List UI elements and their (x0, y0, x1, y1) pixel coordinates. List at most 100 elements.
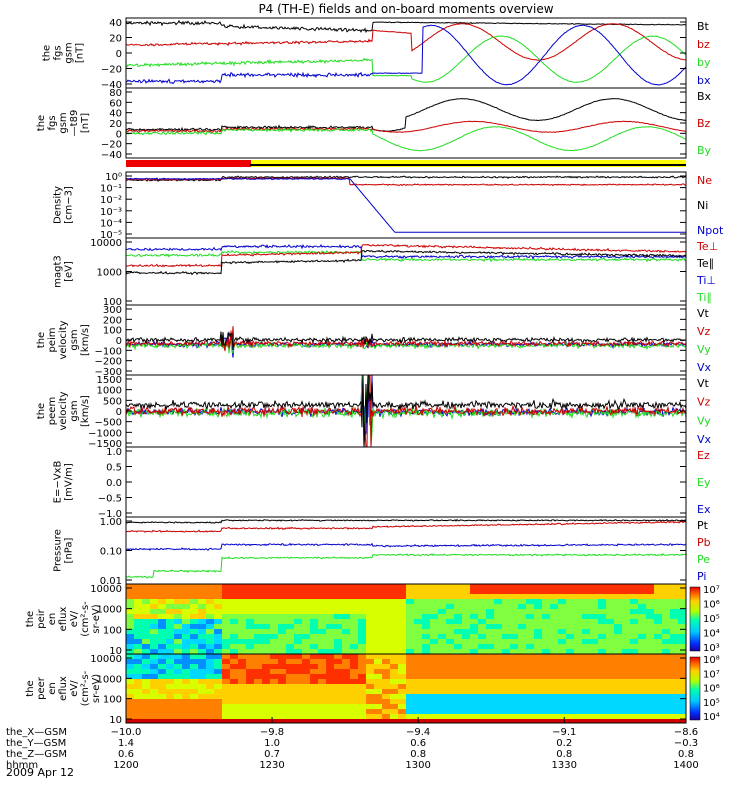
spec-cell (622, 609, 630, 614)
spec-cell (430, 654, 438, 659)
spec-cell (622, 684, 630, 689)
spec-cell (190, 674, 198, 679)
ylabel-fgs_gsm_t89-2: gsm (58, 112, 69, 133)
spec-cell (262, 609, 270, 614)
spec-cell (326, 634, 334, 639)
spec-cell (318, 664, 326, 669)
spec-cell (278, 689, 286, 694)
spec-cell (566, 654, 574, 659)
spec-cell (486, 674, 494, 679)
spec-cell (126, 639, 134, 644)
spec-cell (654, 654, 662, 659)
spec-cell (606, 614, 614, 619)
spec-cell (582, 699, 590, 704)
spec-cell (558, 589, 566, 594)
spec-cell (558, 679, 566, 684)
spec-cell (398, 634, 406, 639)
spec-cell (334, 684, 342, 689)
spec-cell (142, 704, 150, 709)
spec-cell (582, 614, 590, 619)
spec-cell (518, 604, 526, 609)
spec-cell (566, 639, 574, 644)
spec-cell (526, 629, 534, 634)
spec-cell (558, 664, 566, 669)
spec-cell (574, 634, 582, 639)
spec-cell (366, 659, 374, 664)
spec-cell (326, 694, 334, 699)
spec-cell (566, 594, 574, 599)
spec-cell (198, 664, 206, 669)
spec-cell (438, 664, 446, 669)
spec-cell (598, 619, 606, 624)
spec-cell (206, 664, 214, 669)
spec-cell (646, 604, 654, 609)
spec-cell (134, 684, 142, 689)
spec-cell (454, 599, 462, 604)
spec-cell (478, 694, 486, 699)
spec-cell (662, 669, 670, 674)
spec-cell (582, 629, 590, 634)
spec-cell (646, 644, 654, 649)
spec-cell (542, 589, 550, 594)
spec-cell (262, 589, 270, 594)
spec-cell (302, 599, 310, 604)
spec-cell (470, 639, 478, 644)
spec-cell (598, 609, 606, 614)
spec-cell (510, 584, 518, 589)
spec-cell (422, 624, 430, 629)
spec-cell (166, 664, 174, 669)
spec-cell (390, 634, 398, 639)
spec-cell (126, 709, 134, 714)
spec-cell (158, 604, 166, 609)
spec-cell (614, 689, 622, 694)
spec-cell (446, 589, 454, 594)
spec-cell (486, 619, 494, 624)
spec-cell (494, 629, 502, 634)
spec-cell (382, 719, 390, 723)
spec-cell (166, 619, 174, 624)
spec-cell (262, 624, 270, 629)
spec-cell (526, 659, 534, 664)
spec-cell (614, 719, 622, 723)
spec-cell (438, 584, 446, 589)
spec-cell (662, 694, 670, 699)
spec-cell (502, 699, 510, 704)
spec-cell (622, 664, 630, 669)
spec-cell (334, 639, 342, 644)
spec-cell (302, 659, 310, 664)
spec-cell (526, 654, 534, 659)
spec-cell (326, 709, 334, 714)
spec-cell (670, 659, 678, 664)
spec-cell (422, 704, 430, 709)
spec-cell (662, 709, 670, 714)
spec-cell (182, 659, 190, 664)
spec-cell (662, 599, 670, 604)
spec-cell (662, 619, 670, 624)
spec-cell (622, 704, 630, 709)
spec-cell (598, 629, 606, 634)
spec-cell (654, 629, 662, 634)
legend-vi-Vt: Vt (697, 307, 710, 320)
spec-cell (534, 589, 542, 594)
spec-cell (278, 614, 286, 619)
spec-cell (462, 719, 470, 723)
spec-cell (526, 639, 534, 644)
spec-cell (174, 664, 182, 669)
spec-cell (190, 659, 198, 664)
ylabel-ions-0: the (25, 611, 36, 627)
spec-cell (382, 659, 390, 664)
spec-cell (286, 674, 294, 679)
spec-cell (382, 639, 390, 644)
yticklabel-ions-0: 10000 (90, 584, 122, 595)
yticklabel-fgs_gsm_t89-2: 40 (109, 109, 122, 120)
spec-cell (438, 589, 446, 594)
series-bx (125, 24, 687, 86)
spec-cell (382, 674, 390, 679)
spec-cell (142, 659, 150, 664)
spec-cell (454, 719, 462, 723)
spec-cell (126, 664, 134, 669)
spec-cell (358, 654, 366, 659)
spec-cell (462, 714, 470, 719)
spec-cell (502, 644, 510, 649)
spec-cell (142, 594, 150, 599)
